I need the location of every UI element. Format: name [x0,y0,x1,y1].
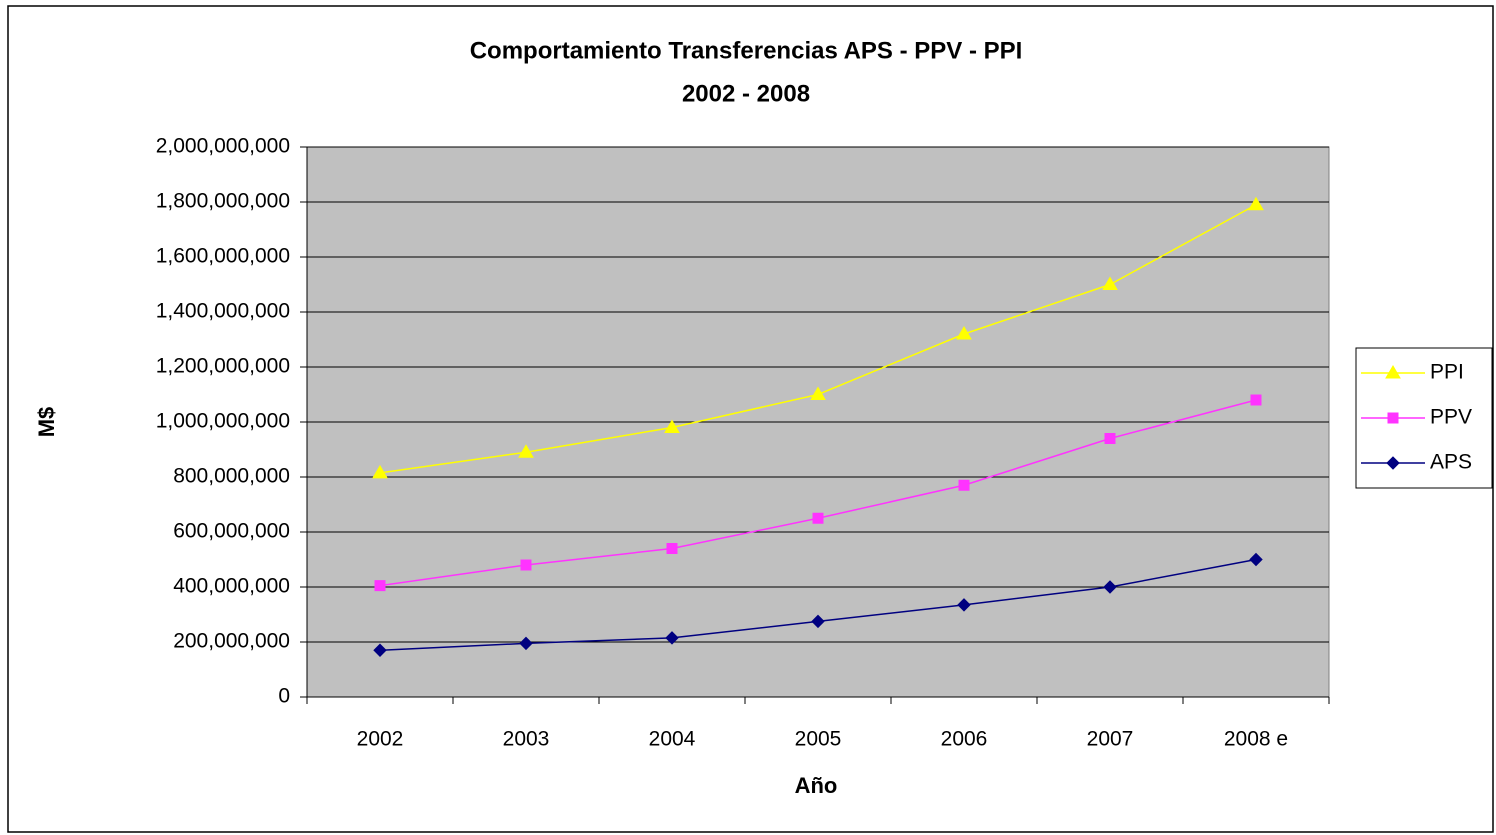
x-tick-label: 2003 [503,728,550,751]
data-point [1103,580,1117,594]
y-tick-label: 1,600,000,000 [156,245,290,268]
data-point [1248,196,1264,211]
y-tick-label: 1,200,000,000 [156,355,290,378]
y-tick-label: 600,000,000 [173,520,290,543]
y-axis-label: M$ [34,407,59,438]
data-point [664,419,680,433]
data-point [520,559,532,571]
chart-subtitle: 2002 - 2008 [682,80,810,107]
x-axis-label: Año [795,773,838,798]
data-point [1104,433,1116,444]
chart-title: Comportamiento Transferencias APS - PPV … [470,37,1023,64]
x-tick-label: 2008 e [1224,728,1288,751]
x-tick-label: 2002 [357,728,404,751]
y-tick-label: 1,400,000,000 [156,300,290,323]
y-tick-label: 1,000,000,000 [156,410,290,433]
data-point [956,326,972,340]
legend-label: PPV [1430,406,1472,429]
legend-label: APS [1430,451,1472,474]
legend-marker [1385,365,1401,379]
y-tick-label: 2,000,000,000 [156,135,290,158]
data-point [374,580,386,592]
legend-marker [1386,456,1400,470]
y-tick-label: 0 [278,685,290,708]
y-tick-label: 800,000,000 [173,465,290,488]
data-point [518,444,534,458]
data-point [373,643,387,657]
data-point [666,543,678,554]
data-point [1250,394,1262,406]
legend-marker [1387,412,1399,424]
x-tick-label: 2007 [1087,728,1134,751]
y-tick-label: 1,800,000,000 [156,190,290,213]
x-tick-label: 2004 [649,728,696,751]
data-point [957,598,971,612]
x-tick-label: 2006 [941,728,988,751]
data-point [811,614,825,629]
data-point [665,631,679,645]
data-point [372,464,388,479]
data-point [812,512,824,524]
data-point [1102,276,1118,290]
data-point [1249,552,1263,567]
y-tick-label: 400,000,000 [173,575,290,598]
y-tick-label: 200,000,000 [173,630,290,653]
data-point [810,386,826,400]
legend-label: PPI [1430,361,1464,384]
data-point [519,636,533,651]
x-tick-label: 2005 [795,728,842,751]
data-point [958,479,970,491]
